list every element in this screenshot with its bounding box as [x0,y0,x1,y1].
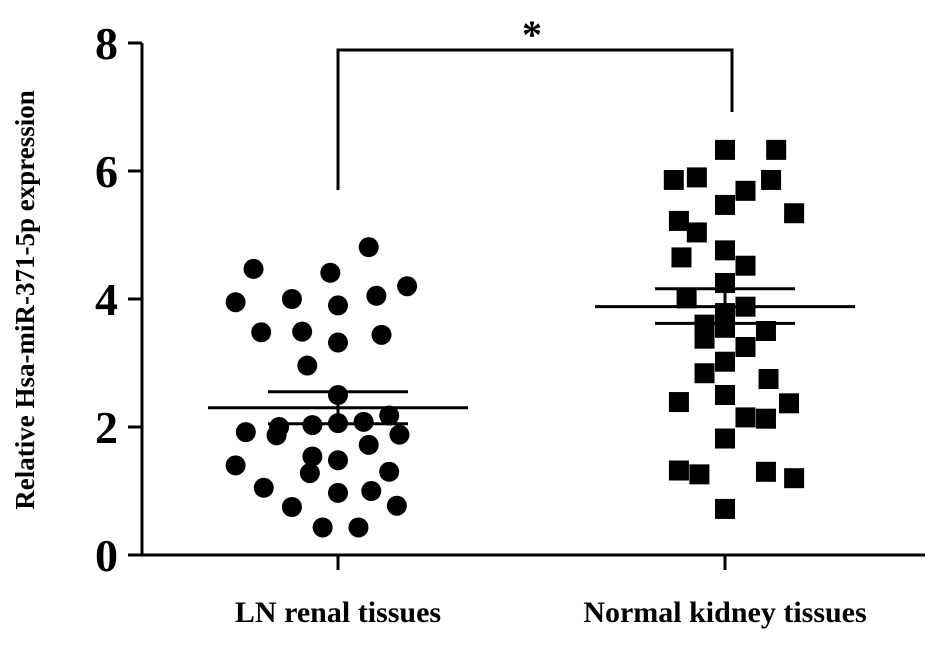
data-point-circle [243,258,264,279]
data-point-square [761,169,782,190]
mean-sem-bars [208,287,855,426]
data-point-circle [328,332,348,353]
data-point-square [715,139,735,160]
data-point-square [663,169,684,190]
data-point-square [735,337,756,357]
data-point-square [676,288,697,309]
data-points [225,139,805,538]
data-point-circle [348,517,369,538]
data-point-circle [379,405,400,426]
data-point-circle [266,425,287,446]
data-point-circle [281,497,302,517]
data-point-circle [366,285,387,306]
category-label: LN renal tissues [235,596,441,629]
data-point-circle [302,446,323,467]
data-point-circle [389,424,410,445]
y-tick-label: 0 [95,530,118,581]
data-point-circle [225,292,246,313]
data-point-circle [225,455,246,476]
data-point-square [686,167,707,188]
data-point-square [694,328,715,349]
y-tick-label: 2 [95,402,118,453]
data-point-circle [397,276,418,297]
data-point-square [755,321,776,341]
data-point-square [758,369,779,389]
y-tick-label: 6 [95,146,118,197]
significance-label: * [522,12,542,57]
data-point-square [715,385,735,405]
data-point-square [686,222,707,243]
data-point-square [784,468,805,489]
data-point-circle [328,295,348,316]
data-point-square [668,460,689,481]
data-point-circle [371,324,392,345]
data-point-circle [235,422,256,443]
data-point-circle [312,517,333,538]
significance-bracket [336,48,734,190]
data-point-circle [358,237,379,258]
data-point-square [694,363,715,384]
y-axis-title: Relative Hsa-miR-371-5p expression [10,90,40,509]
data-point-circle [379,461,400,482]
data-point-square [766,139,787,160]
y-tick-label: 4 [95,274,118,325]
data-point-square [779,393,799,414]
data-point-square [755,461,776,482]
data-point-circle [299,463,320,484]
data-point-circle [353,411,374,432]
data-point-circle [328,450,348,471]
data-point-circle [320,262,341,283]
data-point-circle [386,495,407,516]
data-point-square [671,247,692,268]
data-point-circle [281,289,302,309]
data-point-circle [253,477,274,498]
data-point-square [668,392,689,413]
data-point-square [715,498,735,519]
data-point-circle [328,482,348,503]
data-point-square [784,203,805,224]
data-point-square [715,351,735,372]
data-point-circle [297,355,318,376]
y-ticks: 0 2 4 6 8 [95,18,142,581]
data-point-square [715,240,735,261]
data-point-circle [292,321,313,342]
category-label: Normal kidney tissues [583,596,866,629]
data-point-square [735,255,756,276]
data-point-square [735,407,756,428]
data-point-square [668,210,689,231]
bracket-line [336,48,734,190]
data-point-square [715,428,735,449]
data-point-square [715,194,735,215]
data-point-circle [361,481,382,501]
data-point-square [735,180,756,201]
y-tick-label: 8 [95,18,118,69]
data-point-square [755,408,776,429]
data-point-square [689,464,710,485]
data-point-circle [358,434,379,455]
category-labels: LN renal tissues Normal kidney tissues [235,596,867,629]
data-point-circle [251,322,272,343]
